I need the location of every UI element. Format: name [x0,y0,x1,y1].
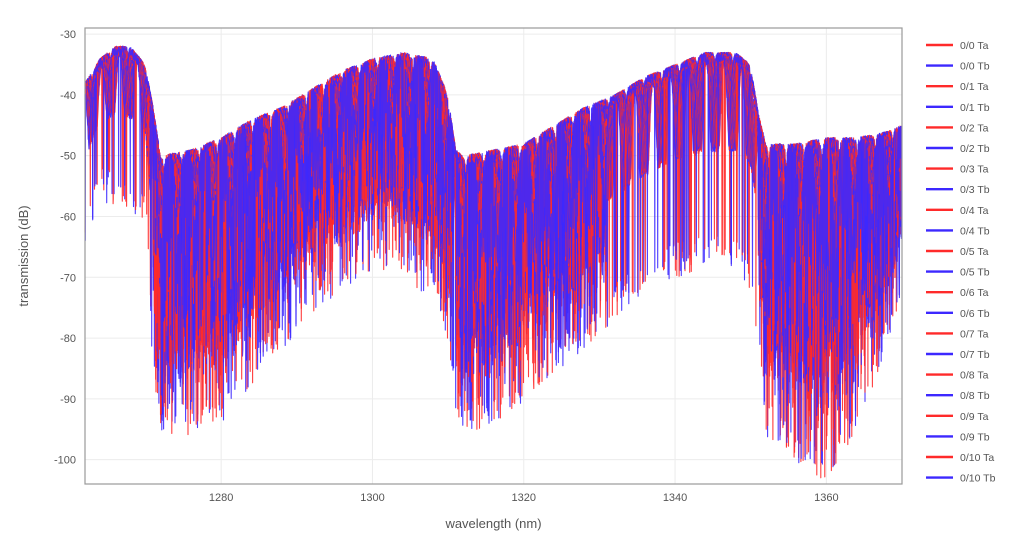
legend-item[interactable]: 0/2 Tb [926,143,990,155]
x-tick-label: 1320 [512,492,536,504]
legend-item[interactable]: 0/8 Tb [926,390,990,402]
legend-label: 0/8 Ta [960,370,989,382]
x-tick-label: 1300 [360,492,384,504]
legend-item[interactable]: 0/3 Ta [926,164,989,176]
legend-item[interactable]: 0/10 Tb [926,473,996,485]
tick-labels: 1280 1300 1320 1340 1360 -30 -40 -50 -60 -70 -80 -9… [54,29,839,504]
x-tick-label: 1280 [209,492,233,504]
legend-label: 0/4 Tb [960,225,990,237]
y-tick-label: -40 [60,90,76,102]
legend-label: 0/9 Tb [960,431,990,443]
legend-item[interactable]: 0/7 Ta [926,328,989,340]
legend-label: 0/6 Ta [960,287,989,299]
legend-label: 0/1 Tb [960,102,990,114]
y-tick-label: -60 [60,211,76,223]
legend-label: 0/5 Tb [960,267,990,279]
plot-frame [84,27,903,485]
legend-item[interactable]: 0/6 Tb [926,308,990,320]
x-tick-label: 1340 [663,492,687,504]
legend-label: 0/3 Tb [960,184,990,196]
y-tick-label: -100 [54,455,76,467]
legend-item[interactable]: 0/6 Ta [926,287,989,299]
legend-label: 0/2 Ta [960,122,989,134]
x-axis-title: wavelength (nm) [444,516,541,531]
y-tick-label: -80 [60,333,76,345]
legend-label: 0/7 Tb [960,349,990,361]
series-line-0-10-tb [84,46,903,460]
y-tick-label: -50 [60,151,76,163]
legend-item[interactable]: 0/4 Ta [926,205,989,217]
legend-label: 0/8 Tb [960,390,990,402]
legend-item[interactable]: 0/3 Tb [926,184,990,196]
legend-label: 0/3 Ta [960,164,989,176]
legend-label: 0/9 Ta [960,411,989,423]
legend-label: 0/6 Tb [960,308,990,320]
legend-item[interactable]: 0/9 Tb [926,431,990,443]
legend-item[interactable]: 0/1 Tb [926,102,990,114]
legend-item[interactable]: 0/5 Tb [926,267,990,279]
legend-label: 0/1 Ta [960,81,989,93]
legend-label: 0/0 Ta [960,40,989,52]
legend-item[interactable]: 0/7 Tb [926,349,990,361]
y-tick-label: -70 [60,272,76,284]
legend-item[interactable]: 0/2 Ta [926,122,989,134]
legend-item[interactable]: 0/9 Ta [926,411,989,423]
legend-item[interactable]: 0/1 Ta [926,81,989,93]
legend-label: 0/10 Ta [960,452,994,464]
legend-item[interactable]: 0/0 Tb [926,61,990,73]
x-tick-label: 1360 [814,492,838,504]
legend-label: 0/4 Ta [960,205,989,217]
y-tick-label: -30 [60,29,76,41]
y-axis-title: transmission (dB) [16,205,31,306]
legend-item[interactable]: 0/5 Ta [926,246,989,258]
legend-label: 0/2 Tb [960,143,990,155]
trace-group [84,45,903,479]
legend-item[interactable]: 0/10 Ta [926,452,994,464]
legend-item[interactable]: 0/4 Tb [926,225,990,237]
legend-item[interactable]: 0/8 Ta [926,370,989,382]
legend: 0/0 Ta 0/0 Tb 0/1 Ta 0/1 Tb 0/2 Ta 0/2 Tb 0/3 … [926,40,996,485]
legend-label: 0/7 Ta [960,328,989,340]
y-tick-label: -90 [60,394,76,406]
legend-item[interactable]: 0/0 Ta [926,40,989,52]
legend-label: 0/0 Tb [960,61,990,73]
legend-label: 0/5 Ta [960,246,989,258]
legend-label: 0/10 Tb [960,473,996,485]
